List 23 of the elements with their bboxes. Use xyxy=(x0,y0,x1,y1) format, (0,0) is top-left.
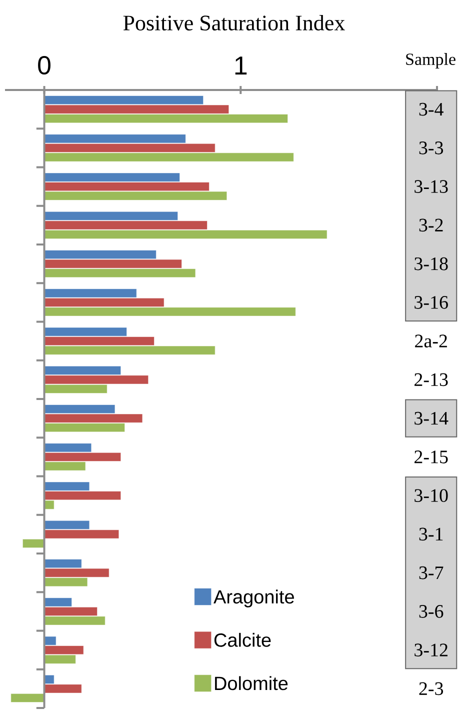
y-tick-label: 3-12 xyxy=(414,644,448,656)
y-tick-label: 3-1 xyxy=(419,528,443,541)
y-axis-title: Sample xyxy=(406,53,456,68)
y-tick-label: 3-10 xyxy=(414,489,448,502)
x-tick-label: 0 xyxy=(38,56,50,74)
legend-label: Calcite xyxy=(214,632,271,647)
y-tick-label: 3-16 xyxy=(414,296,448,309)
y-tick-label: 3-4 xyxy=(419,102,444,116)
y-tick-label: 2a-2 xyxy=(415,334,447,348)
legend-label: Aragonite xyxy=(214,590,294,608)
y-tick-label: 3-7 xyxy=(419,566,444,580)
y-tick-label: 3-3 xyxy=(419,142,444,154)
y-tick-label: 3-2 xyxy=(419,218,443,232)
y-tick-label: 3-13 xyxy=(414,180,448,193)
y-tick-label: 2-13 xyxy=(414,373,448,386)
y-tick-label: 2-3 xyxy=(419,682,444,696)
y-tick-label: 3-14 xyxy=(414,412,448,425)
y-tick-label: 2-15 xyxy=(414,450,448,464)
y-tick-label: 3-6 xyxy=(419,605,444,618)
legend-label: Dolomite xyxy=(215,676,288,690)
x-tick-label: 1 xyxy=(235,56,247,74)
y-tick-label: 3-18 xyxy=(414,257,448,270)
x-axis-title: Positive Saturation Index xyxy=(123,14,345,30)
